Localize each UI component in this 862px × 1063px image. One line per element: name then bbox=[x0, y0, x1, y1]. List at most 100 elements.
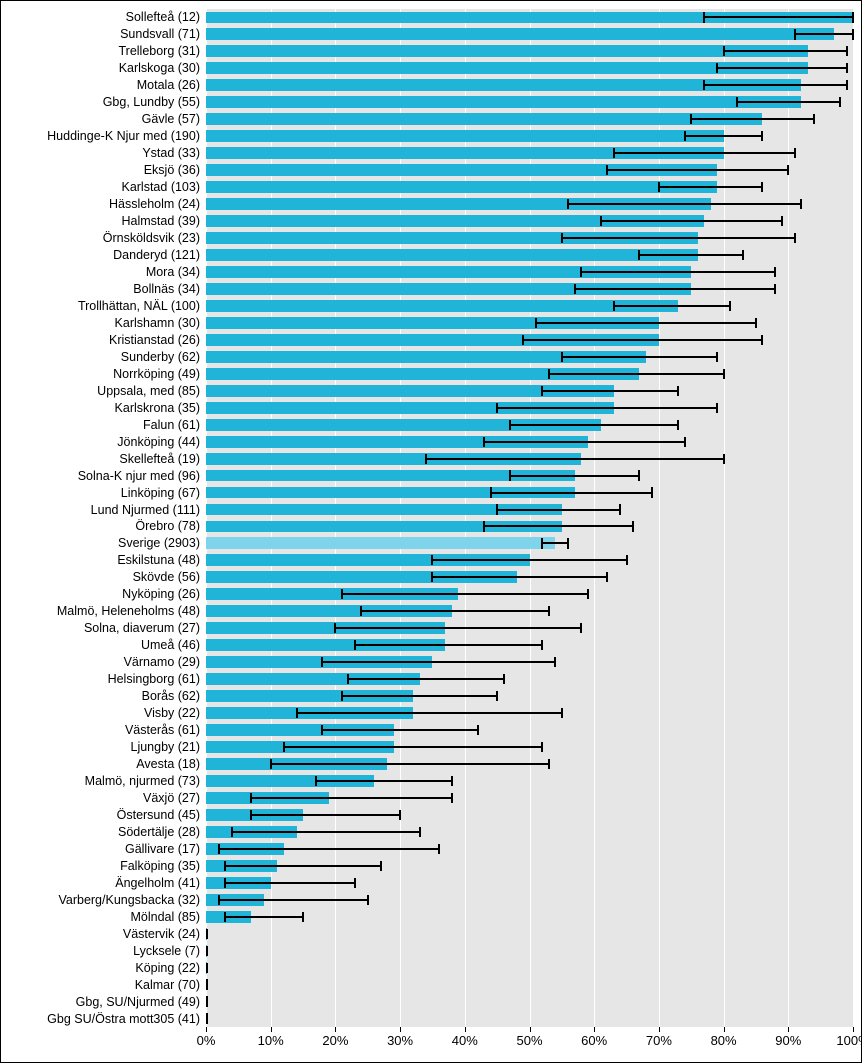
error-cap bbox=[250, 793, 252, 803]
row-label: Karlshamn (30) bbox=[115, 317, 206, 330]
error-bar bbox=[322, 661, 555, 663]
zero-marker bbox=[206, 963, 208, 973]
error-cap bbox=[451, 793, 453, 803]
error-cap bbox=[846, 46, 848, 56]
error-bar bbox=[523, 339, 762, 341]
error-cap bbox=[334, 623, 336, 633]
error-cap bbox=[321, 725, 323, 735]
error-bar bbox=[342, 695, 497, 697]
error-cap bbox=[736, 97, 738, 107]
error-bar bbox=[271, 763, 549, 765]
bar-row: Gällivare (17) bbox=[206, 840, 853, 857]
row-label: Kalmar (70) bbox=[135, 978, 206, 991]
error-cap bbox=[638, 470, 640, 480]
error-cap bbox=[483, 437, 485, 447]
bar bbox=[206, 249, 698, 261]
error-cap bbox=[283, 742, 285, 752]
bar-row: Växjö (27) bbox=[206, 789, 853, 806]
error-bar bbox=[251, 797, 452, 799]
bar-row: Trelleborg (31) bbox=[206, 43, 853, 60]
error-cap bbox=[703, 80, 705, 90]
error-cap bbox=[852, 29, 854, 39]
x-tick bbox=[400, 1027, 401, 1032]
bar-row: Västerås (61) bbox=[206, 722, 853, 739]
error-cap bbox=[677, 386, 679, 396]
x-tick bbox=[724, 1027, 725, 1032]
error-cap bbox=[354, 640, 356, 650]
row-label: Östersund (45) bbox=[117, 809, 206, 822]
error-cap bbox=[852, 12, 854, 22]
bar-row: Jönköping (44) bbox=[206, 433, 853, 450]
error-bar bbox=[232, 831, 420, 833]
error-bar bbox=[614, 152, 795, 154]
bar-row: Västervik (24) bbox=[206, 925, 853, 942]
error-cap bbox=[690, 114, 692, 124]
bar bbox=[206, 537, 555, 549]
bar bbox=[206, 300, 678, 312]
error-cap bbox=[580, 267, 582, 277]
error-bar bbox=[510, 424, 678, 426]
x-tick bbox=[465, 1027, 466, 1032]
bar-row: Karlskoga (30) bbox=[206, 60, 853, 77]
row-label: Eksjö (36) bbox=[144, 164, 206, 177]
error-cap bbox=[490, 487, 492, 497]
bar-row: Karlskrona (35) bbox=[206, 399, 853, 416]
bar-row: Sunderby (62) bbox=[206, 348, 853, 365]
row-label: Nyköping (26) bbox=[122, 588, 206, 601]
error-cap bbox=[270, 759, 272, 769]
error-cap bbox=[781, 216, 783, 226]
row-label: Danderyd (121) bbox=[113, 249, 206, 262]
error-cap bbox=[606, 572, 608, 582]
row-label: Avesta (18) bbox=[136, 758, 206, 771]
row-label: Gbg SU/Östra mott305 (41) bbox=[47, 1012, 206, 1025]
bar-row: Sverige (2903) bbox=[206, 535, 853, 552]
row-label: Gbg, Lundby (55) bbox=[103, 96, 206, 109]
bar-row: Örnsköldsvik (23) bbox=[206, 230, 853, 247]
error-cap bbox=[218, 895, 220, 905]
row-label: Lund Njurmed (111) bbox=[91, 503, 206, 516]
error-cap bbox=[477, 725, 479, 735]
row-label: Norrköping (49) bbox=[113, 368, 206, 381]
error-cap bbox=[341, 691, 343, 701]
error-cap bbox=[723, 369, 725, 379]
bar-row: Mölndal (85) bbox=[206, 908, 853, 925]
bar-row: Malmö, Heleneholms (48) bbox=[206, 603, 853, 620]
bar-row: Örebro (78) bbox=[206, 518, 853, 535]
error-cap bbox=[399, 810, 401, 820]
error-bar bbox=[601, 220, 782, 222]
error-bar bbox=[432, 559, 626, 561]
row-label: Lycksele (7) bbox=[133, 944, 206, 957]
error-cap bbox=[800, 199, 802, 209]
error-bar bbox=[607, 169, 788, 171]
error-bar bbox=[562, 356, 717, 358]
error-cap bbox=[723, 46, 725, 56]
error-cap bbox=[716, 403, 718, 413]
error-cap bbox=[794, 29, 796, 39]
error-cap bbox=[567, 199, 569, 209]
error-bar bbox=[225, 865, 380, 867]
error-cap bbox=[296, 708, 298, 718]
row-label: Malmö, Heleneholms (48) bbox=[57, 605, 206, 618]
x-tick-label: 100% bbox=[836, 1033, 862, 1048]
x-tick-label: 60% bbox=[581, 1033, 607, 1048]
bar-row: Lund Njurmed (111) bbox=[206, 501, 853, 518]
bar-row: Trollhättan, NÄL (100) bbox=[206, 297, 853, 314]
row-label: Sundsvall (71) bbox=[120, 28, 206, 41]
error-cap bbox=[600, 216, 602, 226]
error-cap bbox=[509, 470, 511, 480]
row-label: Trelleborg (31) bbox=[118, 45, 206, 58]
error-cap bbox=[548, 606, 550, 616]
bar-row: Falköping (35) bbox=[206, 857, 853, 874]
bar bbox=[206, 45, 808, 57]
error-cap bbox=[742, 250, 744, 260]
error-cap bbox=[509, 420, 511, 430]
error-cap bbox=[535, 318, 537, 328]
error-bar bbox=[717, 67, 846, 69]
x-tick bbox=[659, 1027, 660, 1032]
error-cap bbox=[587, 589, 589, 599]
error-bar bbox=[348, 678, 503, 680]
error-cap bbox=[761, 182, 763, 192]
error-bar bbox=[549, 373, 724, 375]
error-bar bbox=[284, 746, 543, 748]
error-cap bbox=[787, 165, 789, 175]
